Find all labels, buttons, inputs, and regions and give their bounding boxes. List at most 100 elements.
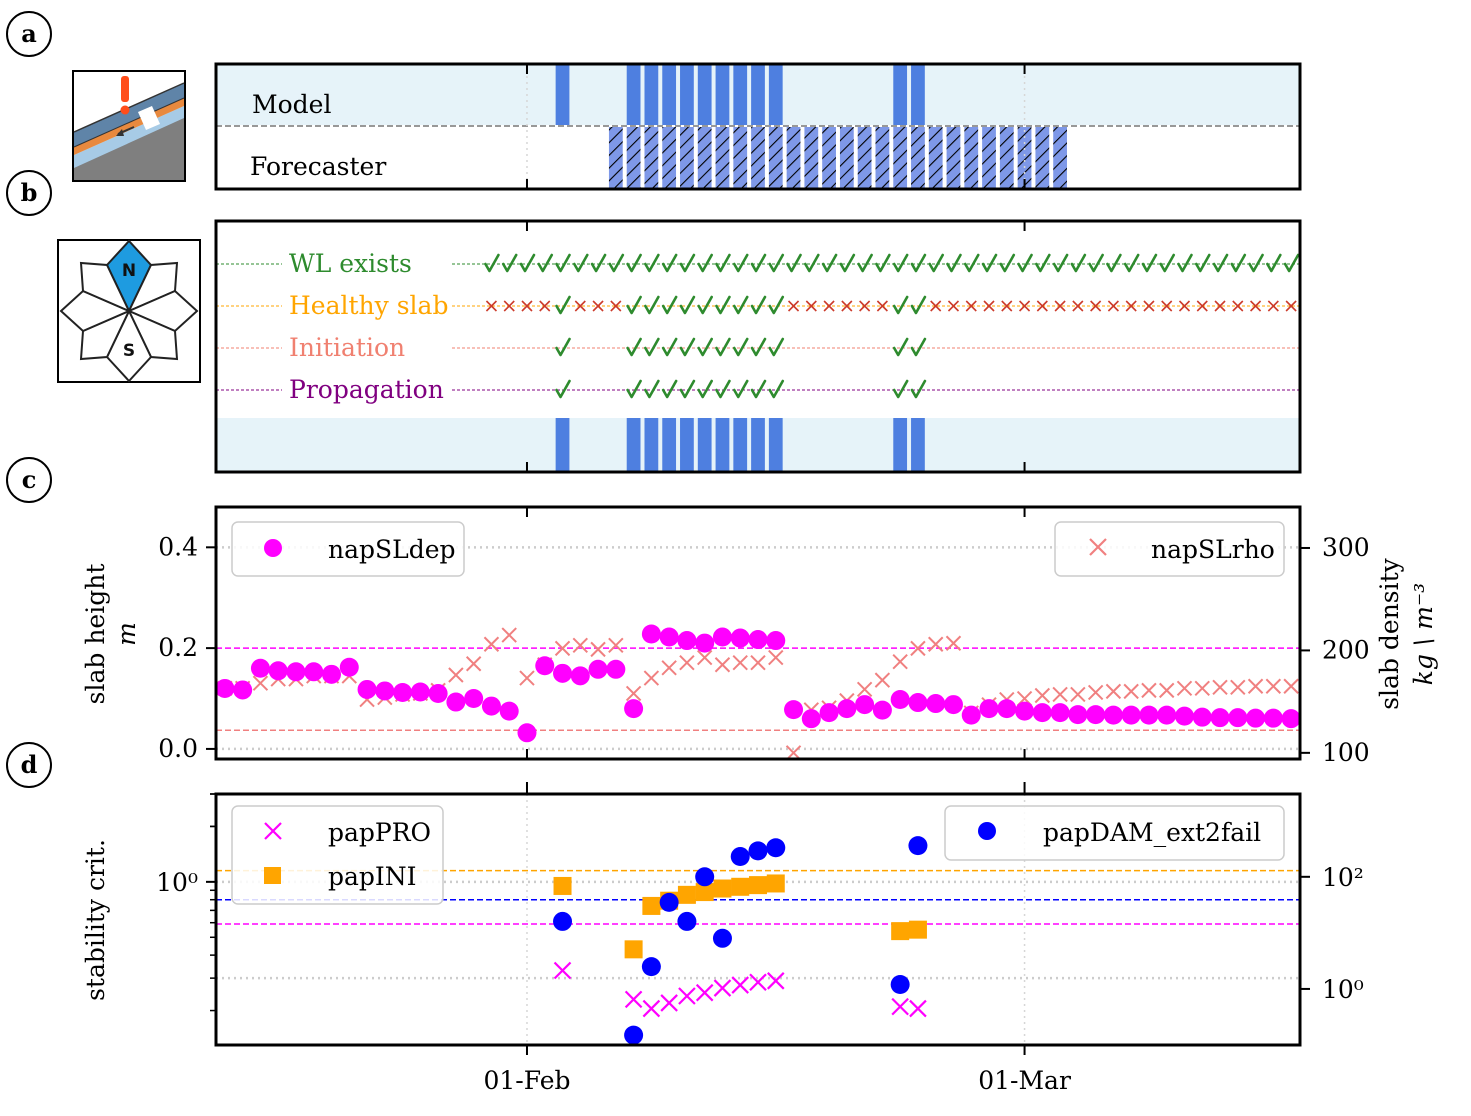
legend-pappro-label: papPRO [328,818,431,847]
cross-mark [485,300,498,312]
check-mark [857,253,873,273]
status-bar [626,418,641,471]
cross-mark [823,300,835,312]
napslrho-point [910,640,926,657]
panel-d-chart: 10⁰ 10⁰ 10² 01-Feb 01-Mar papPRO papINI papD… [81,782,1364,1095]
check-mark [644,337,660,357]
forecaster-bar [751,127,765,188]
forecaster-bar [608,127,623,188]
napslrho-point [768,649,784,666]
panel-c-chart: 0.0 0.2 0.4 100 200 300 napSLdep napSLrho sla… [81,505,1438,767]
check-mark [1070,253,1087,273]
napslrho-point [1105,683,1122,700]
check-mark [679,337,696,357]
check-mark [875,253,891,273]
napslrho-point [1230,679,1246,696]
panel-label-d: d [6,742,52,788]
napslrho-point [714,657,731,673]
y2-tick-label: 300 [1322,533,1370,562]
papini-point [891,922,910,941]
cross-mark [805,300,817,312]
napsldep-point [588,659,608,679]
check-mark [661,337,678,357]
napsldep-point [481,696,501,716]
check-mark [750,253,767,273]
check-mark [1194,253,1211,273]
check-mark [768,379,785,399]
cross-mark [574,300,586,312]
forecaster-bar [875,127,890,188]
check-mark [732,379,749,399]
panel-a-grid [525,64,1026,189]
row-label-healthy-slab: Healthy slab [289,291,448,320]
forecaster-bar [964,127,979,188]
check-mark [590,253,607,273]
check-mark [1141,253,1158,273]
cross-mark [539,300,551,312]
check-mark [501,253,518,273]
cross-mark [1161,300,1173,312]
check-mark [555,253,571,273]
napsldep-point [553,663,573,683]
napslrho-point [661,660,677,676]
y2-tick-label: 100 [1322,738,1370,767]
legend-pappro-marker [264,822,282,840]
papdam-point [766,838,786,858]
papini-point [713,879,732,898]
napslrho-point [1141,682,1157,699]
check-mark [661,295,678,315]
cross-mark [1178,300,1191,312]
check-mark [732,337,749,357]
check-mark [768,295,785,315]
check-mark [892,253,909,273]
napslrho-point [1052,686,1068,703]
legend-papini-label: papINI [328,862,417,891]
panel-d-frame [214,792,1302,1047]
check-mark [626,379,642,399]
panel-b-chart: WL exists Healthy slab Initiation Propag… [214,219,1302,474]
napslrho-point [590,641,606,658]
cross-mark [1232,300,1244,312]
status-bar [680,418,694,471]
check-mark [786,253,802,273]
napslrho-point [1265,678,1282,694]
napsldep-point [819,703,839,723]
napsldep-point [393,682,413,702]
panel-letter-c: c [22,465,37,494]
napslrho-point [1070,686,1086,703]
check-mark [1052,253,1069,273]
forecaster-bar [839,127,854,188]
check-mark [1212,253,1229,273]
napsldep-point [1086,705,1106,725]
check-mark [644,379,660,399]
check-mark [910,337,927,357]
slab-warning-icon [72,70,186,182]
check-mark [946,253,962,273]
check-mark [1177,253,1193,273]
cross-mark [521,300,533,312]
napsldep-point [1157,705,1177,725]
check-mark [679,253,696,273]
panel-letter-a: a [21,19,37,48]
forecaster-bar [928,127,943,188]
napsldep-point [908,693,928,713]
napslrho-point [945,635,962,651]
check-mark [1035,253,1051,273]
check-mark [1230,253,1247,273]
pappro-point [678,987,696,1005]
cross-mark [876,300,888,312]
forecaster-bar [786,127,801,188]
napslrho-point [732,654,748,671]
napsldep-point [339,657,359,677]
check-mark [750,337,767,357]
check-mark [999,253,1016,273]
napsldep-point [890,690,910,710]
check-mark [572,253,589,273]
cross-mark [1018,300,1031,312]
row-label-wl-exists: WL exists [289,249,412,278]
legend-papini-marker [264,867,281,884]
check-mark [981,253,998,273]
check-mark [679,379,696,399]
napsldep-point [748,630,768,650]
napsldep-point [1103,705,1123,725]
